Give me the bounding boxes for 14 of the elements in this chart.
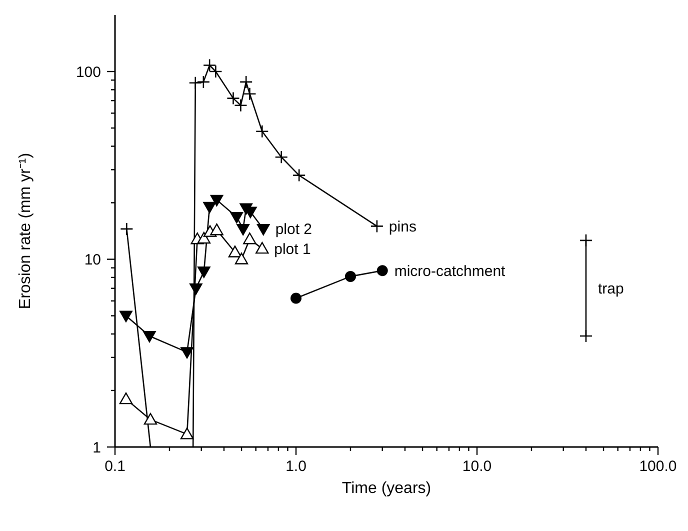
series-label: plot 1 bbox=[274, 240, 311, 258]
y-tick-label: 1 bbox=[92, 439, 101, 456]
series-label: trap bbox=[598, 280, 624, 298]
x-axis-title: Time (years) bbox=[342, 480, 432, 497]
x-tick-label: 1.0 bbox=[286, 458, 306, 475]
y-axis-title: Erosion rate (mm yr⁻¹) bbox=[17, 152, 34, 310]
y-tick-label: 100 bbox=[76, 64, 101, 81]
x-tick-label: 100.0 bbox=[639, 458, 677, 475]
x-tick-label: 10.0 bbox=[462, 458, 492, 475]
series-label: pins bbox=[388, 218, 416, 236]
x-tick-label: 0.1 bbox=[104, 458, 126, 475]
series-label: plot 2 bbox=[275, 221, 312, 238]
series-label: micro-catchment bbox=[394, 262, 506, 280]
y-tick-label: 10 bbox=[84, 252, 101, 269]
